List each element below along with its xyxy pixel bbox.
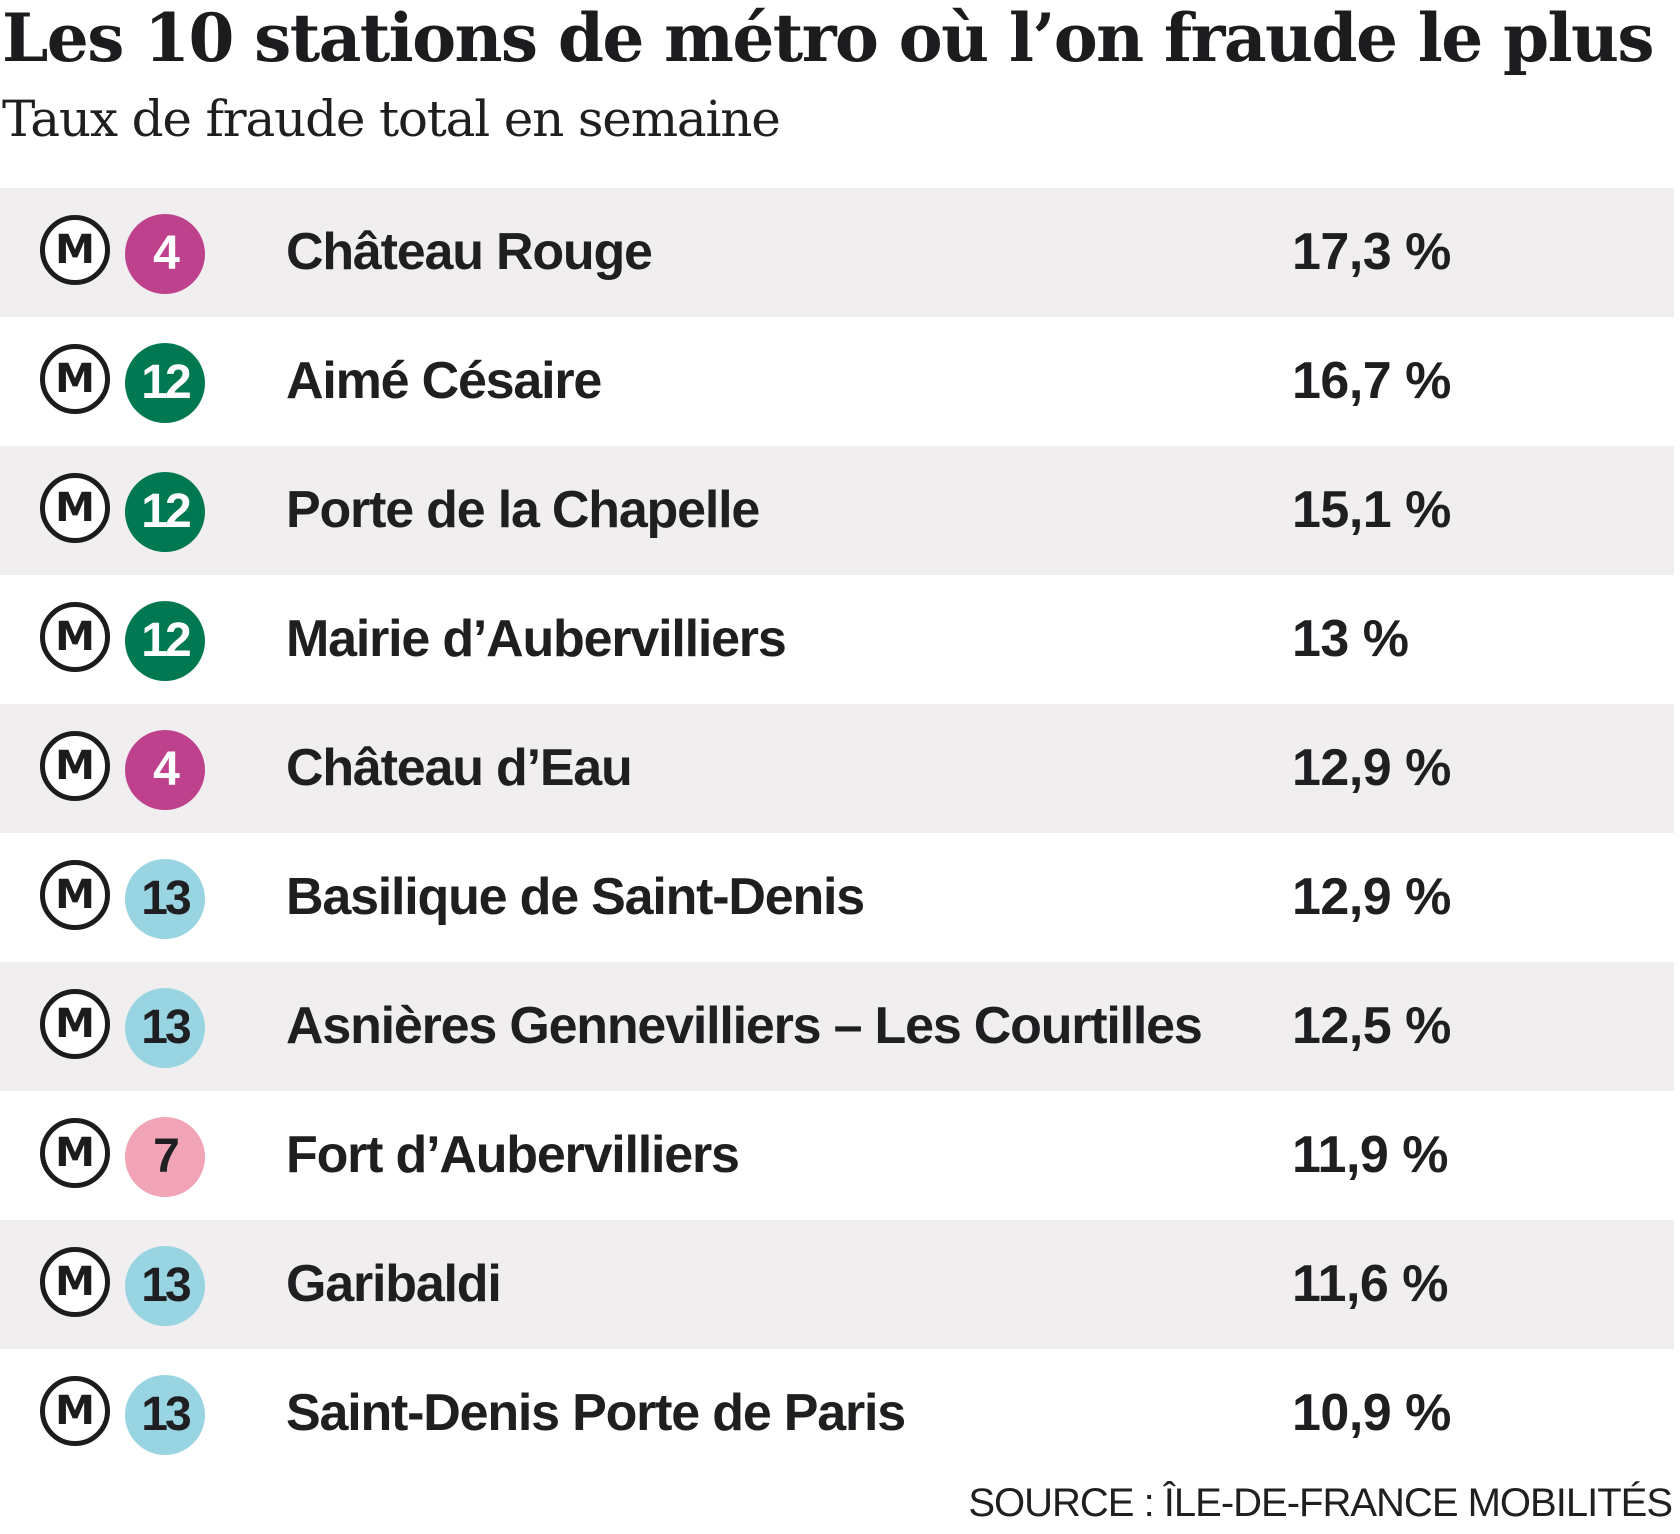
- station-table: M 4 Château Rouge 17,3 % M 12 Aimé Césaire 16,7…: [0, 188, 1674, 1478]
- station-name: Asnières Gennevilliers – Les Courtilles: [286, 997, 1203, 1055]
- table-row: M 7 Fort d’Aubervilliers 11,9 %: [0, 1091, 1674, 1220]
- fraud-rate: 12,9 %: [1292, 739, 1451, 797]
- fraud-rate: 17,3 %: [1292, 223, 1451, 281]
- table-row: M 12 Aimé Césaire 16,7 %: [0, 317, 1674, 446]
- table-row: M 13 Asnières Gennevilliers – Les Courtill…: [0, 962, 1674, 1091]
- fraud-rate: 11,6 %: [1292, 1255, 1449, 1313]
- fraud-rate: 13 %: [1292, 610, 1409, 668]
- table-row: M 13 Basilique de Saint-Denis 12,9 %: [0, 833, 1674, 962]
- line-badge: 13: [125, 1246, 205, 1326]
- line-badge: 4: [125, 730, 205, 810]
- station-name: Château Rouge: [286, 223, 653, 281]
- line-badge: 13: [125, 859, 205, 939]
- fraud-rate: 16,7 %: [1292, 352, 1451, 410]
- fraud-rate: 12,9 %: [1292, 868, 1451, 926]
- station-name: Château d’Eau: [286, 739, 633, 797]
- fraud-rate: 11,9 %: [1292, 1126, 1449, 1184]
- fraud-rate: 15,1 %: [1292, 481, 1451, 539]
- source-note: SOURCE : ÎLE-DE-FRANCE MOBILITÉS: [968, 1481, 1673, 1525]
- line-badge: 12: [125, 601, 205, 681]
- station-name: Garibaldi: [286, 1255, 502, 1313]
- metro-icon: M: [40, 215, 110, 285]
- line-badge: 12: [125, 343, 205, 423]
- metro-icon: M: [40, 1376, 110, 1446]
- metro-icon: M: [40, 731, 110, 801]
- metro-icon: M: [40, 473, 110, 543]
- line-badge: 13: [125, 988, 205, 1068]
- line-badge: 13: [125, 1375, 205, 1455]
- station-name: Fort d’Aubervilliers: [286, 1126, 740, 1184]
- metro-icon: M: [40, 344, 110, 414]
- line-badge: 7: [125, 1117, 205, 1197]
- station-name: Basilique de Saint-Denis: [286, 868, 865, 926]
- station-name: Saint-Denis Porte de Paris: [286, 1384, 906, 1442]
- metro-icon: M: [40, 1118, 110, 1188]
- table-row: M 13 Saint-Denis Porte de Paris 10,9 %: [0, 1349, 1674, 1478]
- metro-icon: M: [40, 1247, 110, 1317]
- station-name: Porte de la Chapelle: [286, 481, 760, 539]
- metro-icon: M: [40, 860, 110, 930]
- table-row: M 12 Porte de la Chapelle 15,1 %: [0, 446, 1674, 575]
- table-row: M 13 Garibaldi 11,6 %: [0, 1220, 1674, 1349]
- station-name: Mairie d’Aubervilliers: [286, 610, 787, 668]
- table-row: M 4 Château Rouge 17,3 %: [0, 188, 1674, 317]
- chart-title: Les 10 stations de métro où l’on fraude …: [2, 0, 1655, 77]
- chart-subtitle: Taux de fraude total en semaine: [2, 90, 781, 148]
- table-row: M 12 Mairie d’Aubervilliers 13 %: [0, 575, 1674, 704]
- metro-icon: M: [40, 602, 110, 672]
- station-name: Aimé Césaire: [286, 352, 602, 410]
- table-row: M 4 Château d’Eau 12,9 %: [0, 704, 1674, 833]
- fraud-rate: 10,9 %: [1292, 1384, 1451, 1442]
- line-badge: 12: [125, 472, 205, 552]
- line-badge: 4: [125, 214, 205, 294]
- metro-icon: M: [40, 989, 110, 1059]
- fraud-rate: 12,5 %: [1292, 997, 1451, 1055]
